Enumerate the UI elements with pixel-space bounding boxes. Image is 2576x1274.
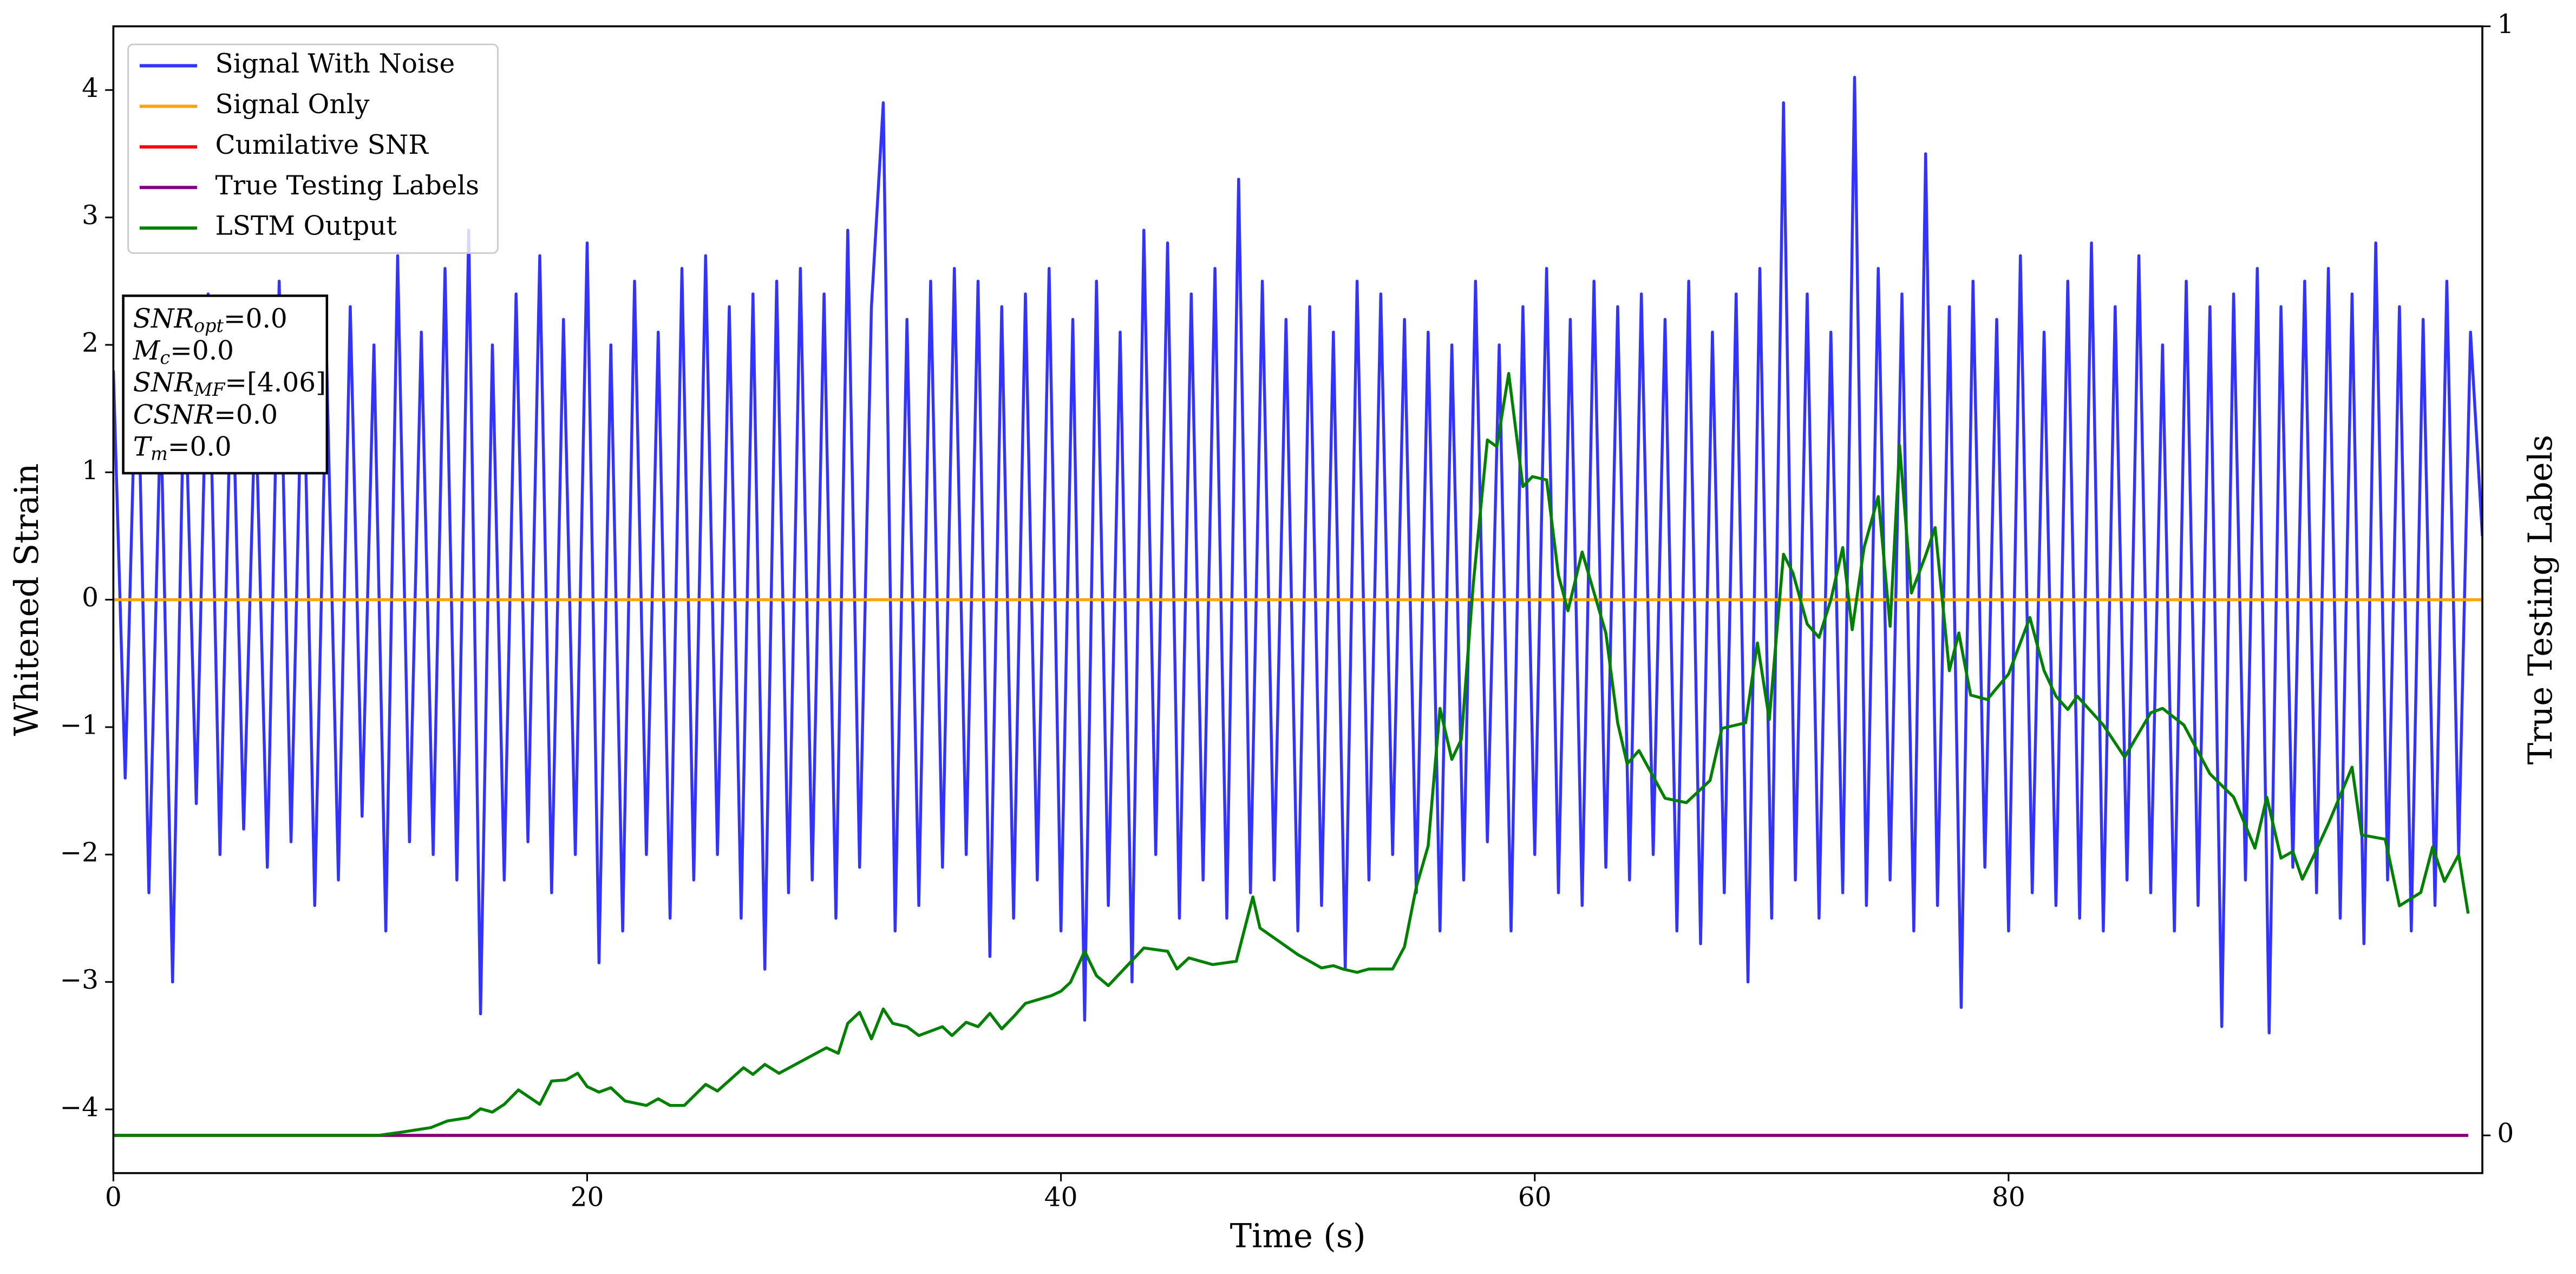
y-tick-label: −1 bbox=[60, 710, 99, 740]
annotation-value: =[4.06] bbox=[225, 368, 326, 398]
annotation-symbol: CSNR bbox=[133, 400, 214, 430]
annotation-subscript: MF bbox=[193, 379, 226, 400]
annotation-text: CSNR=0.0 bbox=[133, 400, 278, 430]
plot-frame bbox=[112, 25, 2483, 1174]
y-tick-label: 4 bbox=[82, 73, 99, 103]
legend-label: Cumilative SNR bbox=[215, 130, 429, 160]
y-axis-title: Whitened Strain bbox=[8, 463, 46, 736]
y-tick-label: 0 bbox=[82, 583, 99, 613]
x-tick-label: 60 bbox=[1518, 1182, 1552, 1213]
y-tick-label: −4 bbox=[60, 1092, 99, 1122]
y-tick-label: 2 bbox=[82, 328, 99, 358]
y2-tick-label: 1 bbox=[2497, 9, 2514, 40]
annotation-text: SNRopt=0.0 bbox=[133, 303, 287, 336]
annotation-subscript: m bbox=[151, 443, 168, 465]
legend-label: LSTM Output bbox=[215, 211, 397, 241]
x-axis-title: Time (s) bbox=[1230, 1218, 1366, 1256]
x-tick-label: 40 bbox=[1044, 1182, 1078, 1213]
y2-axis-title: True Testing Labels bbox=[2522, 435, 2560, 765]
y-tick-label: −2 bbox=[60, 838, 99, 868]
legend-label: Signal Only bbox=[215, 89, 370, 120]
annotation-value: =0.0 bbox=[168, 432, 232, 462]
x-tick-label: 0 bbox=[105, 1182, 122, 1213]
annotation-symbol: SNR bbox=[133, 368, 194, 398]
series-line bbox=[113, 372, 2470, 1137]
annotation: SNRopt=0.0Mc=0.0SNRMF=[4.06]CSNR=0.0Tm=0… bbox=[122, 294, 329, 475]
annotation-symbol: M bbox=[133, 335, 161, 365]
annotation-text: SNRMF=[4.06] bbox=[133, 368, 326, 401]
legend-label: Signal With Noise bbox=[215, 49, 455, 79]
annotation-symbol: SNR bbox=[133, 303, 194, 334]
annotation-box bbox=[122, 294, 329, 475]
y-tick-label: −3 bbox=[60, 965, 99, 995]
y-tick-label: 1 bbox=[82, 455, 99, 486]
x-tick-label: 80 bbox=[1992, 1182, 2025, 1213]
legend-box bbox=[127, 43, 499, 254]
y-tick-label: 3 bbox=[82, 200, 99, 231]
legend-label: True Testing Labels bbox=[215, 171, 480, 201]
annotation-symbol: T bbox=[133, 432, 153, 462]
y2-tick-label: 0 bbox=[2497, 1118, 2514, 1148]
annotation-value: =0.0 bbox=[170, 335, 234, 365]
annotation-text: Tm=0.0 bbox=[133, 432, 232, 465]
annotation-text: Mc=0.0 bbox=[133, 335, 234, 368]
annotation-subscript: c bbox=[160, 347, 171, 368]
series-line bbox=[113, 75, 2483, 1035]
x-tick-label: 20 bbox=[571, 1182, 604, 1213]
legend: Signal With Noise Signal Only Cumilative S… bbox=[127, 43, 499, 254]
annotation-subscript: opt bbox=[194, 315, 224, 336]
annotation-value: =0.0 bbox=[214, 400, 278, 430]
annotation-value: =0.0 bbox=[224, 303, 287, 334]
